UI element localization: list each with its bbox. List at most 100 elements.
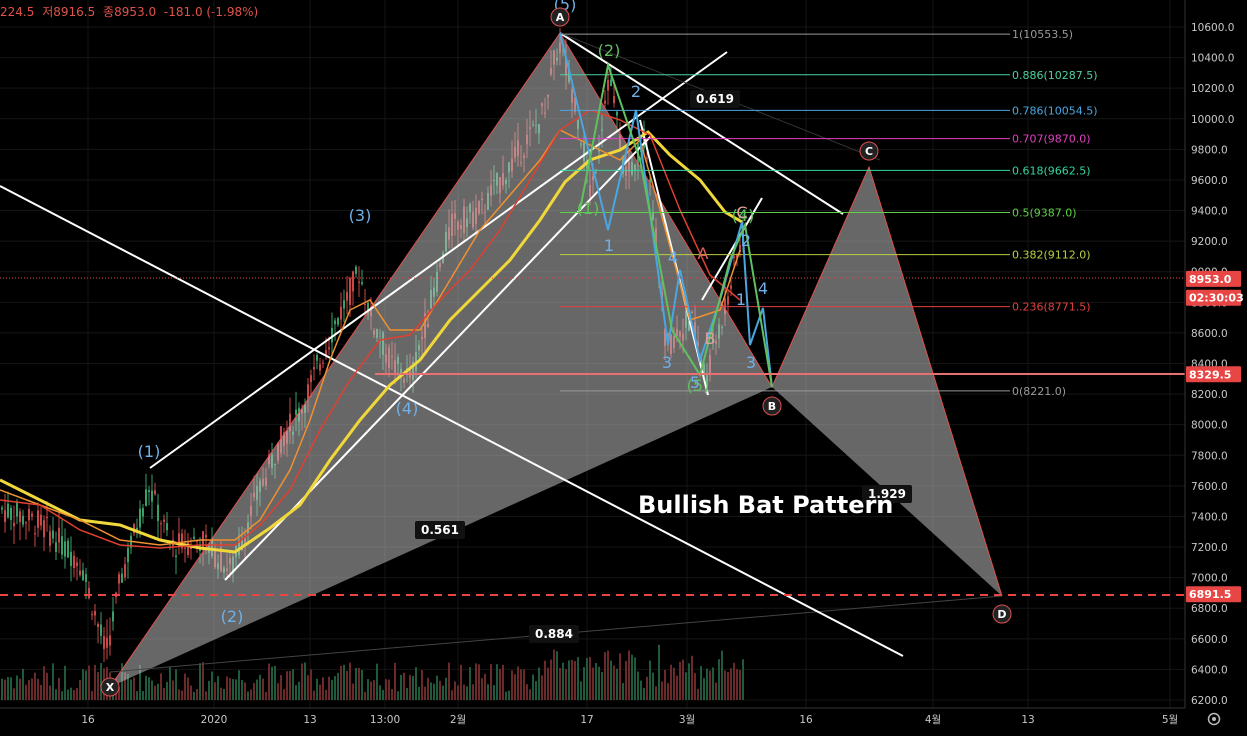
volume-bar bbox=[97, 672, 99, 700]
volume-bar bbox=[622, 683, 624, 700]
volume-bar bbox=[724, 670, 726, 700]
candle-body bbox=[49, 531, 51, 546]
pattern-point-b[interactable]: B bbox=[762, 396, 782, 416]
candle-body bbox=[43, 520, 45, 538]
candle-body bbox=[349, 278, 351, 306]
volume-bar bbox=[154, 685, 156, 700]
candle-body bbox=[61, 536, 63, 555]
volume-bar bbox=[631, 654, 633, 700]
volume-bar bbox=[250, 689, 252, 700]
volume-bar bbox=[328, 676, 330, 700]
volume-bar bbox=[67, 689, 69, 700]
volume-bar bbox=[562, 662, 564, 700]
volume-bar bbox=[715, 682, 717, 700]
pattern-point-x[interactable]: X bbox=[100, 677, 120, 697]
volume-bar bbox=[421, 669, 423, 700]
price-axis-label: 6200.0 bbox=[1191, 695, 1228, 707]
volume-bar bbox=[391, 689, 393, 700]
volume-bar bbox=[439, 680, 441, 700]
pattern-point-a[interactable]: A bbox=[550, 7, 570, 27]
candle-body bbox=[13, 522, 15, 527]
volume-bar bbox=[253, 682, 255, 700]
volume-bar bbox=[685, 672, 687, 700]
volume-bar bbox=[550, 659, 552, 700]
volume-bar bbox=[244, 682, 246, 700]
volume-bar bbox=[418, 686, 420, 700]
volume-bar bbox=[706, 668, 708, 700]
candle-body bbox=[196, 540, 198, 542]
volume-bar bbox=[94, 664, 96, 700]
wave-label: 3 bbox=[662, 353, 672, 372]
pattern-point-c[interactable]: C bbox=[859, 141, 879, 161]
volume-bar bbox=[676, 675, 678, 700]
volume-bar bbox=[565, 669, 567, 700]
volume-bar bbox=[607, 650, 609, 700]
volume-bar bbox=[226, 676, 228, 700]
candle-body bbox=[31, 513, 33, 517]
ratio-label: 0.561 bbox=[415, 521, 465, 539]
candle-body bbox=[355, 266, 357, 274]
volume-bar bbox=[484, 673, 486, 700]
price-tags: 8953.0 02:30:03 8329.5 6891.5 bbox=[1186, 270, 1244, 603]
channel-line-upper bbox=[149, 51, 728, 469]
volume-bar bbox=[634, 657, 636, 700]
volume-bar bbox=[142, 691, 144, 700]
volume-bar bbox=[76, 687, 78, 700]
volume-bar bbox=[379, 685, 381, 700]
volume-bar bbox=[424, 686, 426, 700]
price-axis-label: 9600.0 bbox=[1191, 175, 1228, 187]
volume-bar bbox=[73, 690, 75, 700]
price-axis[interactable]: 6200.0 6400.0 6600.0 6800.0 7000.0 7200.0 7400… bbox=[1191, 22, 1234, 707]
volume-bar bbox=[64, 665, 66, 700]
volume-bar bbox=[241, 680, 243, 700]
candle-body bbox=[343, 300, 345, 309]
price-axis-label: 8000.0 bbox=[1191, 420, 1228, 432]
volume-bar bbox=[229, 678, 231, 700]
volume-bar bbox=[235, 679, 237, 700]
volume-bar bbox=[61, 691, 63, 700]
volume-bar bbox=[193, 691, 195, 700]
wave-label: 3 bbox=[746, 353, 756, 372]
svg-text:0.619: 0.619 bbox=[696, 92, 734, 106]
price-tag: 02:30:03 bbox=[1186, 289, 1244, 306]
price-axis-label: 8200.0 bbox=[1191, 389, 1228, 401]
candle-body bbox=[118, 574, 120, 584]
candle-body bbox=[163, 519, 165, 522]
svg-text:6891.5: 6891.5 bbox=[1189, 588, 1231, 601]
candle-body bbox=[736, 255, 738, 258]
settings-gear-icon[interactable] bbox=[1207, 712, 1221, 726]
time-axis[interactable]: 16 2020 13 13:00 2월 17 3월 16 4월 13 5월 bbox=[81, 714, 1178, 726]
volume-bar bbox=[700, 666, 702, 700]
volume-bar bbox=[694, 673, 696, 700]
blue-wave-1 bbox=[559, 32, 773, 388]
volume-bar bbox=[481, 678, 483, 700]
wave-label: B bbox=[705, 329, 716, 348]
volume-bar bbox=[640, 680, 642, 700]
volume-bar bbox=[259, 674, 261, 700]
volume-bar bbox=[682, 659, 684, 700]
volume-bar bbox=[733, 662, 735, 700]
candle-body bbox=[367, 302, 369, 315]
candle-body bbox=[178, 533, 180, 547]
candle-body bbox=[109, 635, 111, 646]
fib-label: 1(10553.5) bbox=[1012, 28, 1073, 41]
candle-body bbox=[139, 508, 141, 528]
pattern-points: X A B C D bbox=[100, 7, 1012, 697]
volume-bar bbox=[127, 674, 129, 700]
volume-bar bbox=[322, 677, 324, 700]
candle-body bbox=[193, 536, 195, 539]
wave-label: 1 bbox=[736, 290, 746, 309]
volume-bar bbox=[688, 663, 690, 700]
volume-bar bbox=[10, 677, 12, 700]
volume-bar bbox=[595, 662, 597, 700]
volume-bar bbox=[172, 680, 174, 700]
volume-bar bbox=[556, 651, 558, 700]
pattern-point-d[interactable]: D bbox=[992, 604, 1012, 624]
volume-bar bbox=[427, 677, 429, 700]
price-axis-label: 9400.0 bbox=[1191, 206, 1228, 218]
green-wave bbox=[579, 61, 773, 388]
candle-body bbox=[82, 570, 84, 581]
candle-body bbox=[289, 413, 291, 432]
volume-bar bbox=[619, 653, 621, 700]
